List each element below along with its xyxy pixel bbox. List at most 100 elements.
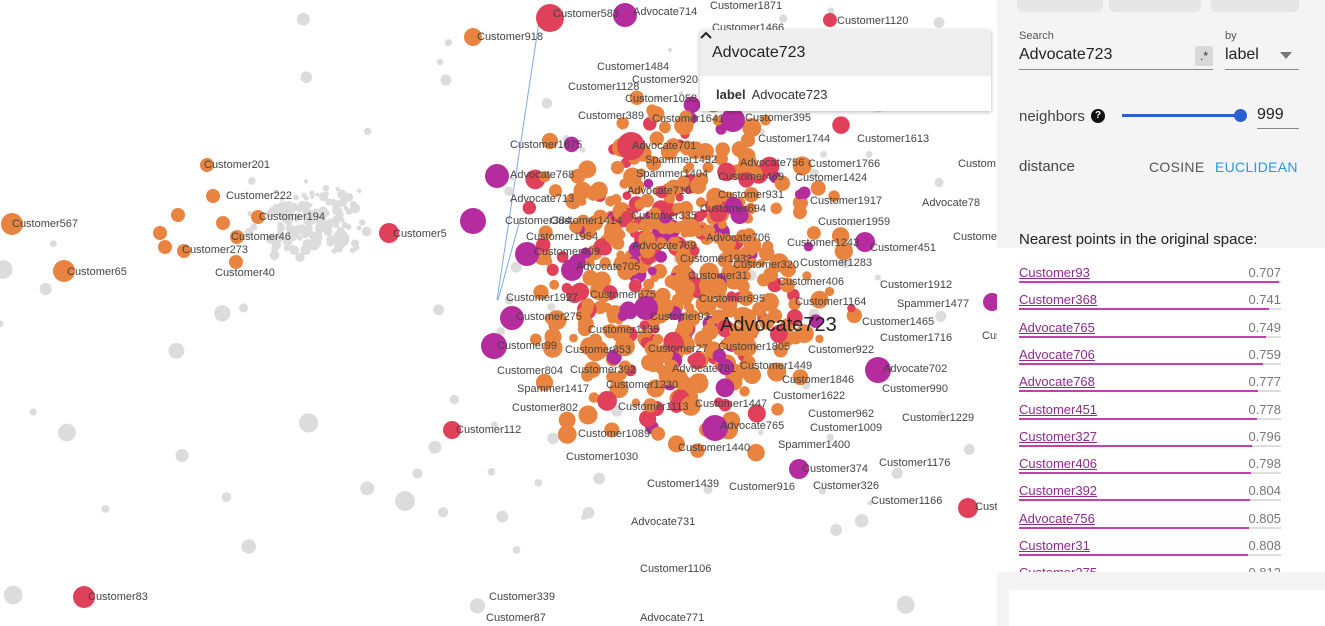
- data-point[interactable]: [834, 242, 853, 261]
- data-point[interactable]: [535, 237, 551, 252]
- background-point[interactable]: [244, 228, 254, 237]
- background-point[interactable]: [437, 507, 449, 518]
- background-point[interactable]: [332, 215, 341, 224]
- background-point[interactable]: [544, 194, 550, 199]
- nearest-point-name[interactable]: Customer368: [1019, 292, 1098, 308]
- background-point[interactable]: [247, 210, 253, 217]
- data-point[interactable]: [634, 296, 658, 320]
- data-point[interactable]: [735, 229, 751, 244]
- data-point[interactable]: [865, 357, 891, 383]
- data-point[interactable]: [676, 264, 693, 280]
- data-point[interactable]: [577, 322, 592, 337]
- background-point[interactable]: [358, 219, 366, 226]
- data-point[interactable]: [726, 291, 737, 302]
- background-point[interactable]: [541, 98, 553, 109]
- background-point[interactable]: [395, 491, 415, 511]
- background-point[interactable]: [294, 212, 301, 219]
- background-point[interactable]: [58, 423, 76, 442]
- data-point[interactable]: [541, 132, 559, 150]
- data-point[interactable]: [792, 156, 812, 176]
- background-point[interactable]: [326, 218, 334, 226]
- background-point[interactable]: [655, 95, 662, 101]
- data-point[interactable]: [628, 279, 642, 293]
- data-point[interactable]: [770, 202, 782, 215]
- data-point[interactable]: [729, 324, 742, 338]
- data-point[interactable]: [522, 200, 537, 215]
- data-point[interactable]: [958, 498, 978, 518]
- background-point[interactable]: [175, 448, 189, 463]
- background-point[interactable]: [344, 192, 354, 202]
- nearest-point-row[interactable]: Customer31 0.808: [1019, 531, 1281, 558]
- data-point[interactable]: [688, 373, 709, 394]
- background-point[interactable]: [273, 189, 279, 195]
- background-point[interactable]: [338, 198, 348, 207]
- data-point[interactable]: [831, 227, 850, 245]
- background-point[interactable]: [934, 177, 944, 188]
- toolbar-button-1[interactable]: [1017, 0, 1103, 12]
- data-point[interactable]: [639, 320, 650, 331]
- background-point[interactable]: [3, 585, 23, 605]
- data-point[interactable]: [739, 386, 750, 397]
- background-point[interactable]: [338, 208, 343, 213]
- background-point[interactable]: [322, 185, 330, 192]
- background-point[interactable]: [303, 224, 313, 234]
- background-point[interactable]: [449, 394, 460, 405]
- background-point[interactable]: [496, 510, 509, 523]
- data-point[interactable]: [674, 115, 694, 136]
- data-point[interactable]: [617, 263, 634, 281]
- background-point[interactable]: [332, 204, 338, 211]
- data-point[interactable]: [611, 324, 630, 343]
- background-point[interactable]: [247, 177, 256, 185]
- data-point[interactable]: [623, 167, 642, 187]
- chevron-up-icon[interactable]: [700, 30, 712, 42]
- data-point[interactable]: [535, 373, 554, 391]
- data-point[interactable]: [824, 286, 835, 297]
- data-point[interactable]: [651, 426, 666, 441]
- background-point[interactable]: [510, 176, 515, 181]
- data-point[interactable]: [200, 158, 214, 172]
- background-point[interactable]: [277, 202, 286, 211]
- data-point[interactable]: [725, 334, 741, 351]
- data-point[interactable]: [721, 108, 745, 132]
- background-point[interactable]: [360, 481, 375, 496]
- scatter-plot[interactable]: Customer583 Advocate714 Customer1871 Custom…: [0, 0, 997, 626]
- data-point[interactable]: [724, 197, 743, 215]
- data-point[interactable]: [650, 273, 660, 283]
- data-point[interactable]: [733, 255, 752, 274]
- data-point[interactable]: [538, 225, 553, 240]
- nearest-point-name[interactable]: Advocate706: [1019, 346, 1095, 362]
- data-point[interactable]: [581, 298, 595, 311]
- background-point[interactable]: [341, 221, 348, 229]
- nearest-point-row[interactable]: Advocate706 0.759: [1019, 340, 1281, 367]
- data-point[interactable]: [780, 261, 796, 278]
- background-point[interactable]: [830, 524, 843, 536]
- background-point[interactable]: [39, 282, 52, 296]
- data-point[interactable]: [593, 238, 611, 256]
- background-point[interactable]: [303, 217, 312, 226]
- background-point[interactable]: [547, 432, 559, 445]
- nearest-point-name[interactable]: Customer31: [1019, 538, 1090, 553]
- data-point[interactable]: [604, 422, 620, 438]
- toolbar-button-2[interactable]: [1109, 0, 1201, 12]
- nearest-point-name[interactable]: Customer451: [1019, 401, 1098, 417]
- data-point[interactable]: [655, 250, 667, 263]
- data-point[interactable]: [638, 329, 649, 340]
- data-point[interactable]: [578, 160, 597, 179]
- data-point[interactable]: [702, 415, 728, 441]
- data-point[interactable]: [665, 182, 680, 197]
- nearest-point-row[interactable]: Customer368 0.741: [1019, 285, 1281, 312]
- background-point[interactable]: [289, 202, 299, 212]
- data-point[interactable]: [788, 298, 801, 311]
- background-point[interactable]: [312, 237, 322, 247]
- background-point[interactable]: [304, 209, 314, 219]
- data-point[interactable]: [689, 245, 700, 256]
- background-point[interactable]: [279, 197, 285, 202]
- data-point[interactable]: [464, 28, 482, 46]
- data-point[interactable]: [558, 411, 576, 429]
- data-point[interactable]: [683, 96, 701, 114]
- nearest-point-name[interactable]: Advocate756: [1019, 510, 1095, 526]
- data-point[interactable]: [597, 390, 617, 411]
- background-point[interactable]: [274, 233, 284, 243]
- background-point[interactable]: [335, 187, 340, 192]
- data-point[interactable]: [740, 360, 752, 372]
